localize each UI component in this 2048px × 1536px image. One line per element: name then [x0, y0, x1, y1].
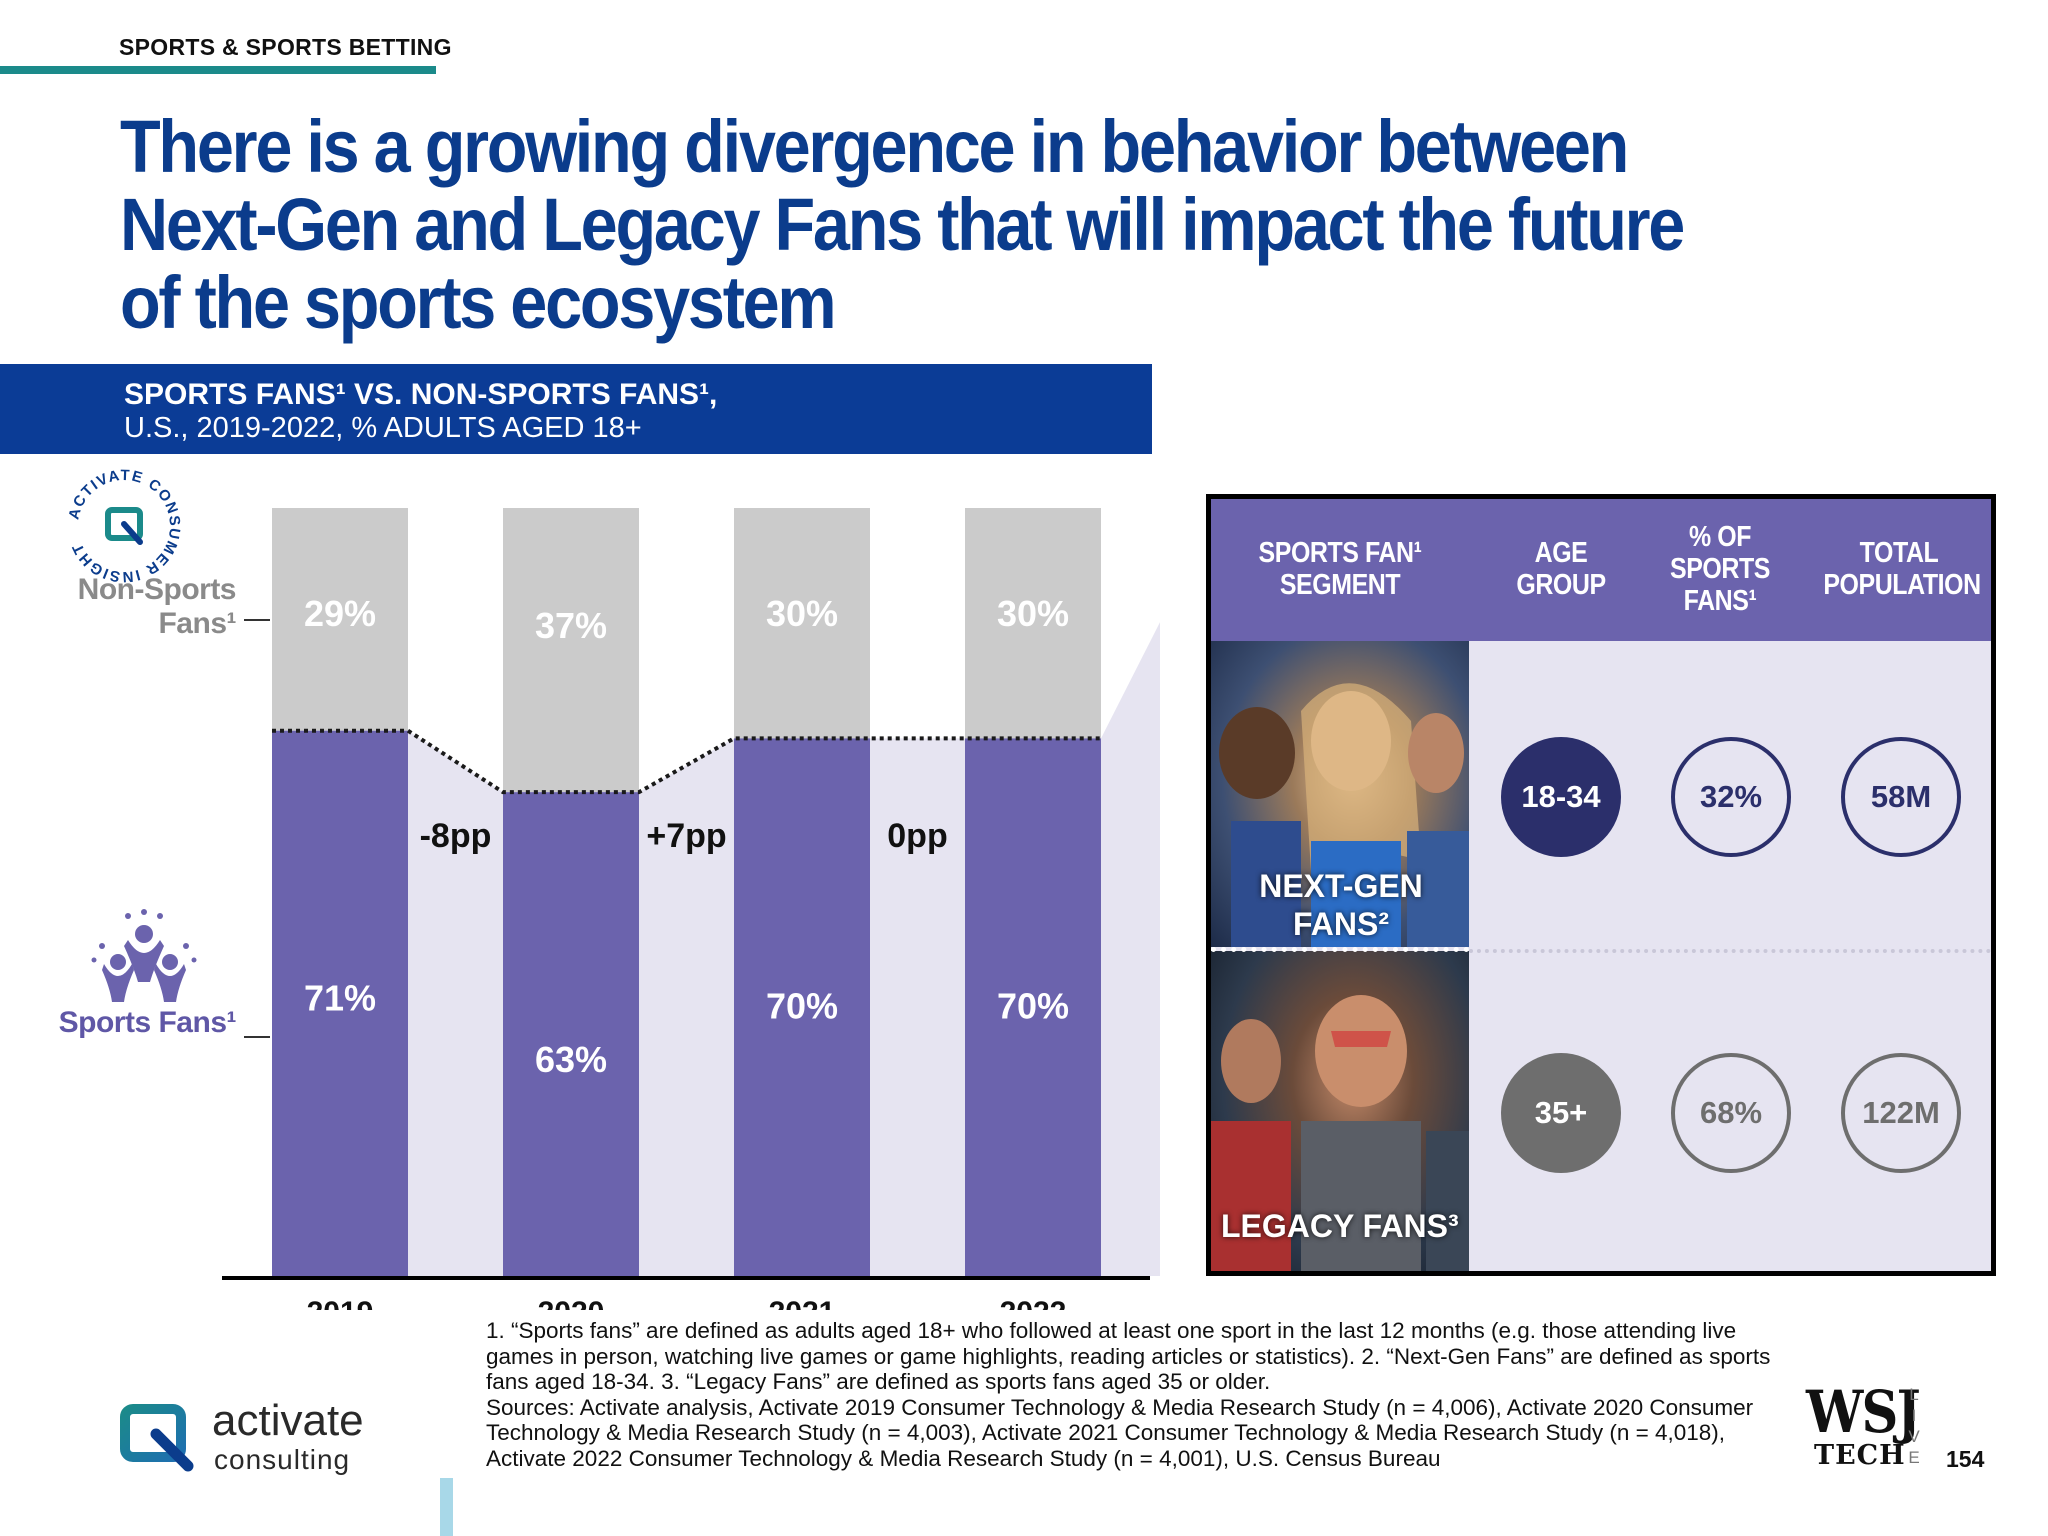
accent-bar [440, 1478, 453, 1536]
label-sports-2021: 70% [766, 985, 838, 1026]
gap-band [639, 738, 734, 1276]
sports-fans-icon [91, 909, 197, 1002]
chart-subtitle: U.S., 2019-2022, % ADULTS AGED 18+ [124, 412, 642, 444]
legacy-fans-photo: LEGACY FANS³ [1211, 951, 1469, 1271]
header-age-group: AGE GROUP [1516, 537, 1606, 601]
non-sports-fans-label: Non-Sports Fans¹ [77, 573, 237, 640]
tick-label-2020: 2020 [538, 1296, 605, 1310]
stacked-bar-chart: 29% 71% 2019 37% 63% 2020 30% 70% 2021 30% 70% 2022… [222, 508, 1160, 1310]
population-legacy: 122M [1841, 1053, 1961, 1173]
logo-subtitle: consulting [214, 1444, 351, 1475]
legacy-fans-label: LEGACY FANS³ [1221, 1208, 1459, 1244]
photo-divider [1211, 947, 1469, 952]
consumer-insight-seal-icon: ACTIVATE CONSUMER INSIGHT [65, 467, 181, 585]
chart-title-banner [0, 364, 1152, 454]
label-non-sports-2020: 37% [535, 605, 607, 646]
age-group-18-34: 18-34 [1501, 737, 1621, 857]
panel-connector [1101, 622, 1160, 1276]
bar-sports-2020 [503, 792, 639, 1276]
share-next-gen: 32% [1671, 737, 1791, 857]
bar-non-sports-2019 [272, 508, 408, 731]
gap-band [870, 738, 965, 1276]
change-label-2: +7pp [646, 817, 726, 855]
logo-wordmark: activate [212, 1396, 364, 1445]
change-label-1: -8pp [420, 817, 492, 855]
section-label: SPORTS & SPORTS BETTING [119, 34, 452, 60]
label-sports-2022: 70% [997, 985, 1069, 1026]
row-divider [1469, 949, 1991, 953]
wsj-tech-logo: TECH [1814, 1440, 1906, 1471]
age-group-35-plus: 35+ [1501, 1053, 1621, 1173]
page-title: There is a growing divergence in behavio… [120, 105, 1685, 344]
label-non-sports-2021: 30% [766, 593, 838, 634]
section-rule [0, 66, 436, 74]
bar-non-sports-2021 [734, 508, 870, 739]
population-next-gen: 58M [1841, 737, 1961, 857]
bar-sports-2022 [965, 738, 1101, 1276]
footnotes: 1. “Sports fans” are defined as adults a… [486, 1318, 1806, 1471]
label-non-sports-2022: 30% [997, 593, 1069, 634]
chart-title: SPORTS FANS¹ VS. NON-SPORTS FANS¹, [124, 378, 718, 411]
crowd-illustration-legacy [1211, 995, 1469, 1271]
activate-logo-icon [120, 1404, 194, 1472]
tick-label-2022: 2022 [1000, 1296, 1067, 1310]
label-sports-2020: 63% [535, 1039, 607, 1080]
gap-band [408, 730, 503, 1276]
fan-segment-table: SPORTS FAN¹ SEGMENT AGE GROUP % OF SPORT… [1206, 494, 1996, 1276]
divider-line [272, 728, 1101, 795]
wsj-logo: WSJ [1806, 1378, 1921, 1446]
crowd-illustration [1219, 683, 1469, 947]
footnote-definitions: 1. “Sports fans” are defined as adults a… [486, 1318, 1771, 1394]
footnote-sources: Sources: Activate analysis, Activate 201… [486, 1394, 1754, 1471]
bar-sports-2019 [272, 730, 408, 1276]
bar-non-sports-2022 [965, 508, 1101, 739]
table-header: SPORTS FAN¹ SEGMENT AGE GROUP % OF SPORT… [1211, 499, 1991, 641]
next-gen-fans-label: NEXT-GEN FANS² [1259, 868, 1423, 942]
header-population: TOTAL POPULATION [1823, 537, 1981, 601]
bar-sports-2021 [734, 738, 870, 1276]
tick-label-2021: 2021 [769, 1296, 836, 1310]
label-sports-2019: 71% [304, 978, 376, 1019]
tick-label-2019: 2019 [307, 1296, 374, 1310]
bar-non-sports-2020 [503, 508, 639, 793]
page-number: 154 [1946, 1446, 1985, 1472]
label-non-sports-2019: 29% [304, 593, 376, 634]
header-share: % OF SPORTS FANS¹ [1670, 521, 1770, 617]
next-gen-fans-photo: NEXT-GEN FANS² [1211, 641, 1469, 947]
share-legacy: 68% [1671, 1053, 1791, 1173]
header-segment: SPORTS FAN¹ SEGMENT [1258, 537, 1422, 601]
change-label-3: 0pp [887, 817, 947, 855]
sports-fans-label: Sports Fans¹ [58, 1006, 237, 1039]
